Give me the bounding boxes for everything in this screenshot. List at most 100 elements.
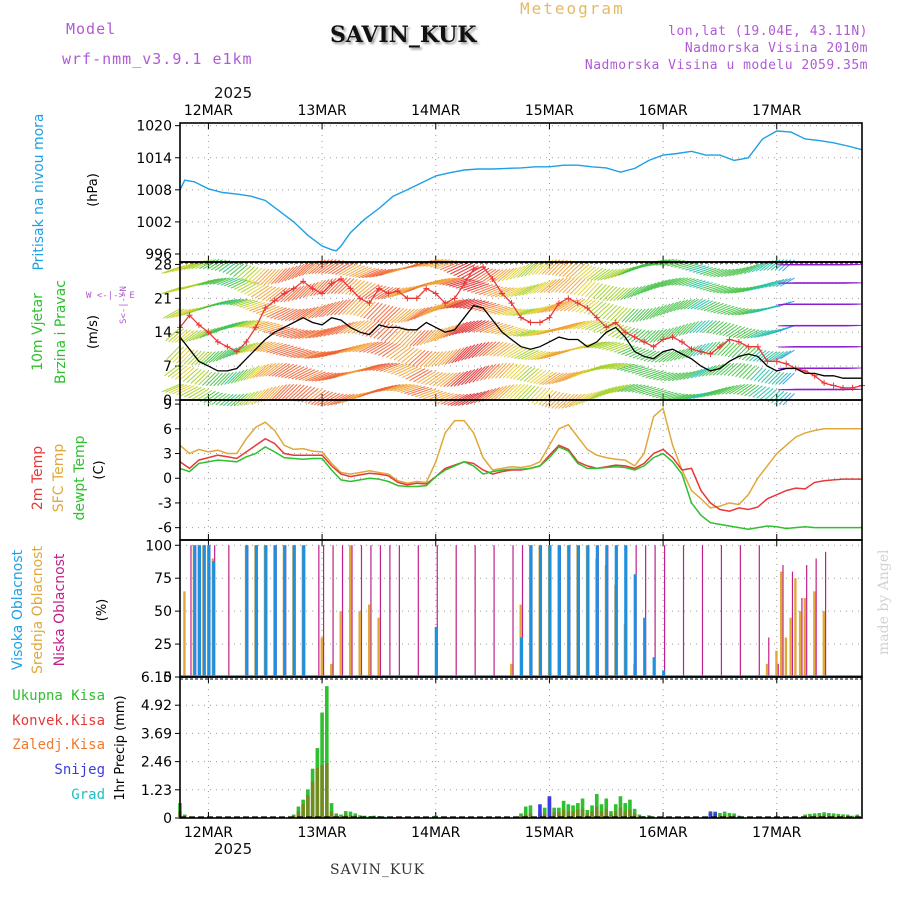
wind-barb <box>760 387 774 400</box>
wind-compass-ns: S<-|->N <box>119 286 129 324</box>
wind-barb <box>674 277 692 286</box>
wind-barb <box>681 346 696 359</box>
wind-barb <box>211 393 227 405</box>
wind-barb <box>498 362 515 379</box>
wind-barb <box>680 298 696 310</box>
wind-barb <box>732 327 749 338</box>
cloud-tick-label: 25 <box>154 637 172 653</box>
wind-barb <box>413 306 433 320</box>
wind-barb <box>341 298 358 315</box>
cloud-high-bar <box>197 545 201 677</box>
precip-conv-bar <box>325 762 329 818</box>
wind-barb <box>565 393 582 409</box>
wind-barb <box>527 350 547 361</box>
wind-barb <box>168 328 184 343</box>
wind-barb <box>284 308 305 322</box>
wind-barb <box>502 384 518 399</box>
wind-barb <box>397 308 415 324</box>
wind-barb <box>342 264 362 276</box>
wind-barb <box>656 328 671 342</box>
wind-barb <box>698 366 714 378</box>
wind-barb <box>270 384 287 401</box>
wind-barb <box>571 298 589 313</box>
wind-barb <box>319 325 341 338</box>
cloud-high-bar <box>538 545 542 677</box>
wind-barb <box>282 329 305 338</box>
wind-barb <box>238 342 255 354</box>
wind-barb <box>455 280 479 289</box>
wind-barb <box>494 325 515 335</box>
wind-barb <box>543 278 561 293</box>
wind-tick-label: 0 <box>163 393 172 409</box>
cloud-mid-bar <box>775 650 778 677</box>
precip-total-bar <box>519 813 523 818</box>
wind-barb <box>241 342 259 354</box>
wind-barb <box>283 384 302 401</box>
wind-barb <box>735 345 749 359</box>
wind-barb <box>475 321 497 333</box>
wind-barb <box>233 264 248 278</box>
wind-barb <box>385 344 405 359</box>
wind-barb <box>572 264 589 280</box>
wind-barb <box>269 287 287 303</box>
wind-barb <box>523 368 540 382</box>
wind-barb <box>555 299 575 312</box>
wind-barb <box>595 285 611 300</box>
wind-gust-marker <box>764 358 771 365</box>
wind-barb <box>512 308 532 317</box>
wind-barb <box>461 343 479 361</box>
wind-barb <box>191 388 209 400</box>
wind-barb <box>207 392 223 405</box>
wind-barb <box>287 384 305 402</box>
wind-barb <box>606 342 625 351</box>
wind-gust-marker <box>641 338 648 345</box>
wind-barb <box>411 387 433 397</box>
year-label-top: 2025 <box>214 84 252 102</box>
wind-barb <box>220 277 238 286</box>
wind-barb <box>482 341 501 357</box>
wind-barb <box>513 365 529 380</box>
cloud-mid-bar <box>789 617 792 677</box>
wind-barb <box>420 371 440 385</box>
wind-barb <box>208 350 223 364</box>
wind-barb <box>610 267 628 279</box>
wind-barb <box>373 322 390 339</box>
wind-barb <box>638 386 657 394</box>
wind-barb <box>561 393 579 409</box>
wind-barb <box>239 266 255 280</box>
wind-barb <box>689 392 706 400</box>
precip-tick-label: 2.46 <box>141 755 172 771</box>
wind-gust-marker <box>726 336 733 343</box>
wind-barb <box>663 372 682 382</box>
wind-barb <box>466 301 490 310</box>
wind-gust-marker <box>243 338 250 345</box>
wind-barb <box>197 278 216 286</box>
precip-conv-bar <box>623 811 627 818</box>
wind-barb <box>399 329 415 346</box>
wind-barb <box>450 370 469 387</box>
wind-barb <box>586 267 604 281</box>
wind-barb <box>594 341 614 349</box>
wind-barb <box>231 344 248 356</box>
wind-gust-marker <box>527 319 534 326</box>
wind-barb <box>403 308 422 323</box>
wind-barb <box>675 371 692 381</box>
wind-barb <box>467 342 486 360</box>
wind-tick-label: 28 <box>154 257 172 273</box>
wind-barb <box>725 325 742 337</box>
day-label-top: 17MAR <box>752 103 801 119</box>
wind-barb <box>252 363 270 379</box>
wind-gust-marker <box>375 285 382 292</box>
wind-barb <box>655 391 674 399</box>
wind-barb <box>743 263 760 275</box>
wind-barb <box>516 329 536 337</box>
wind-barb <box>715 322 731 336</box>
wind-barb <box>337 393 358 405</box>
wind-barb <box>165 327 181 342</box>
wind-barb <box>717 341 731 356</box>
wind-barb <box>768 278 785 288</box>
wind-barb <box>478 303 500 312</box>
precip-total-bar <box>542 807 547 818</box>
wind-barb <box>281 365 302 378</box>
wind-barb <box>590 268 607 281</box>
